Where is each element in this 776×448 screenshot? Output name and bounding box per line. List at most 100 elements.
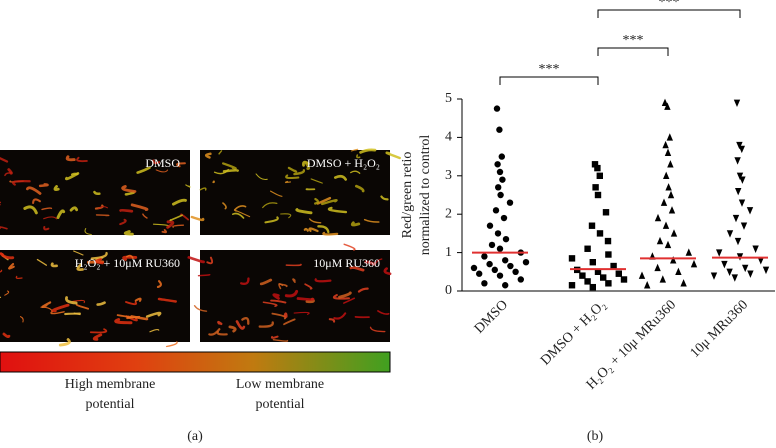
mitochondria bbox=[218, 150, 223, 155]
point bbox=[488, 241, 496, 249]
mitochondria bbox=[212, 180, 215, 184]
mitochondria bbox=[4, 172, 13, 177]
point bbox=[496, 168, 504, 176]
mitochondria bbox=[161, 229, 168, 234]
mitochondria bbox=[322, 231, 339, 236]
mitochondria bbox=[259, 278, 273, 286]
y-tick-label: 1 bbox=[445, 245, 452, 260]
point bbox=[502, 257, 509, 264]
legend-high: High membrane bbox=[65, 377, 156, 392]
mitochondria bbox=[333, 312, 347, 320]
mitochondria bbox=[241, 316, 250, 325]
point bbox=[739, 176, 746, 184]
image-label: DMSO + H₂O₂ bbox=[307, 156, 380, 170]
mitochondria bbox=[197, 273, 211, 277]
mitochondria bbox=[136, 166, 151, 174]
micrographs: DMSO DMSO + H₂O₂ H₂O₂ + 10μM RU360 10μM RU3… bbox=[0, 148, 401, 348]
mitochondria bbox=[269, 190, 283, 197]
point bbox=[670, 256, 677, 264]
x-tick-label: 10μ MRu360 bbox=[688, 297, 751, 360]
mitochondria bbox=[73, 312, 81, 316]
micrograph bbox=[200, 150, 390, 235]
mitochondria bbox=[356, 154, 361, 159]
point bbox=[502, 282, 509, 289]
mitochondria bbox=[314, 278, 332, 283]
mitochondria bbox=[206, 256, 214, 265]
point bbox=[584, 245, 591, 252]
mitochondria bbox=[222, 202, 227, 210]
mitochondria bbox=[93, 190, 101, 196]
mitochondria bbox=[0, 157, 9, 163]
point bbox=[665, 183, 672, 191]
mitochondria bbox=[374, 258, 383, 266]
point bbox=[663, 171, 670, 179]
point bbox=[589, 259, 596, 266]
point bbox=[481, 280, 488, 287]
point bbox=[638, 271, 646, 279]
point bbox=[594, 191, 602, 199]
mitochondria bbox=[333, 174, 347, 181]
mitochondria bbox=[121, 185, 137, 193]
mitochondria bbox=[134, 297, 142, 302]
point bbox=[496, 126, 503, 133]
mitochondria bbox=[377, 310, 390, 315]
mitochondria bbox=[36, 258, 48, 266]
point bbox=[675, 267, 682, 275]
panel-label: (a) bbox=[187, 429, 203, 444]
mitochondria bbox=[262, 202, 278, 209]
point bbox=[738, 145, 745, 154]
mitochondria bbox=[199, 187, 207, 191]
mitochondria bbox=[283, 318, 296, 326]
mitochondria bbox=[350, 170, 361, 175]
point bbox=[476, 270, 483, 277]
point bbox=[664, 102, 671, 110]
point bbox=[500, 214, 508, 222]
point bbox=[594, 164, 601, 172]
mitochondria bbox=[123, 230, 134, 236]
y-tick-label: 5 bbox=[445, 91, 452, 106]
point bbox=[470, 264, 478, 272]
point bbox=[506, 199, 514, 206]
mitochondria bbox=[26, 186, 42, 195]
point bbox=[605, 280, 612, 287]
point bbox=[481, 253, 488, 260]
mitochondria bbox=[316, 196, 332, 205]
mitochondria bbox=[43, 226, 50, 231]
legend-low: Low membrane bbox=[236, 377, 324, 392]
mitochondria bbox=[149, 329, 160, 333]
point bbox=[747, 270, 754, 278]
mitochondria bbox=[258, 321, 274, 328]
point bbox=[486, 222, 494, 229]
point bbox=[685, 248, 692, 256]
mitochondria bbox=[293, 169, 306, 176]
point bbox=[644, 281, 651, 289]
y-label: normalized to control bbox=[418, 135, 433, 256]
point bbox=[656, 236, 664, 245]
point bbox=[661, 98, 669, 107]
mitochondria bbox=[264, 216, 279, 224]
point bbox=[579, 272, 586, 279]
point bbox=[584, 278, 591, 285]
point bbox=[512, 268, 519, 275]
point bbox=[736, 141, 743, 150]
mitochondria bbox=[327, 206, 348, 214]
mitochondria bbox=[193, 304, 208, 312]
mitochondria bbox=[233, 205, 247, 211]
mitochondria bbox=[308, 227, 319, 233]
mitochondria bbox=[50, 310, 65, 315]
point bbox=[605, 251, 612, 258]
point bbox=[738, 199, 746, 207]
point bbox=[664, 240, 672, 249]
point bbox=[734, 157, 741, 165]
mitochondria bbox=[280, 213, 292, 219]
point bbox=[735, 187, 742, 196]
point bbox=[522, 259, 530, 266]
mitochondria bbox=[310, 178, 323, 184]
mitochondria bbox=[53, 185, 60, 191]
mitochondria bbox=[338, 291, 352, 299]
mitochondria bbox=[270, 299, 287, 304]
mitochondria bbox=[73, 250, 84, 256]
mitochondria bbox=[190, 215, 205, 222]
mitochondria bbox=[349, 266, 365, 272]
mitochondria bbox=[15, 275, 23, 280]
